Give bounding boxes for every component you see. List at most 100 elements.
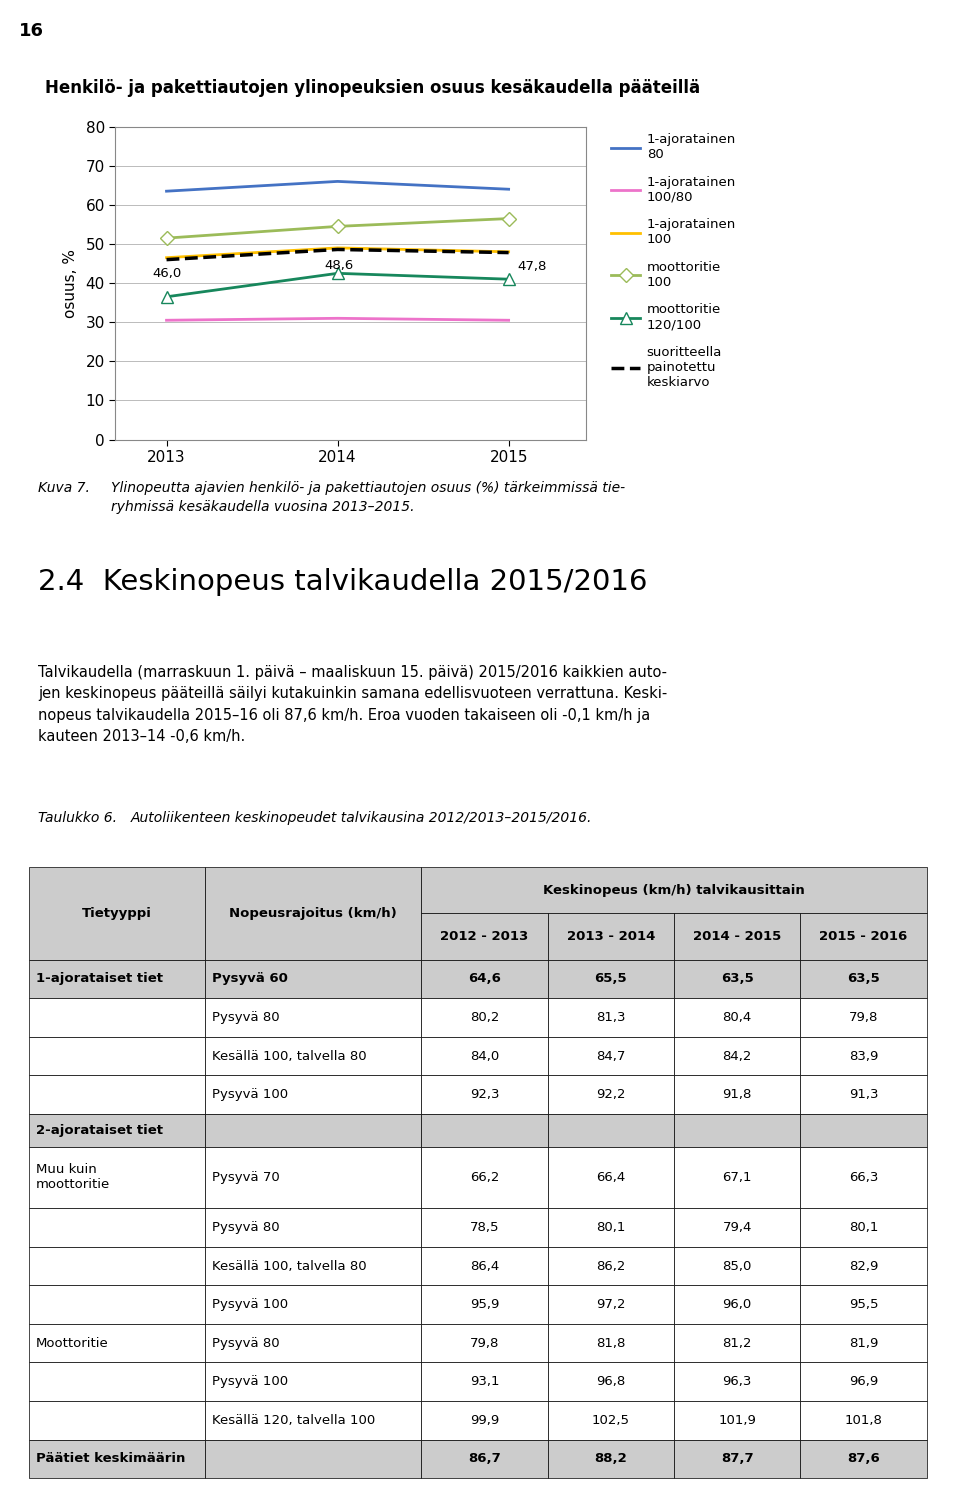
- Bar: [421, 867, 926, 913]
- Text: Kesällä 120, talvella 100: Kesällä 120, talvella 100: [212, 1414, 375, 1427]
- Bar: [801, 1115, 926, 1147]
- Text: 82,9: 82,9: [849, 1259, 878, 1272]
- Text: 96,3: 96,3: [723, 1375, 752, 1389]
- Text: 85,0: 85,0: [723, 1259, 752, 1272]
- Text: Pysyvä 80: Pysyvä 80: [212, 1012, 279, 1024]
- Bar: [204, 960, 421, 998]
- Bar: [674, 1076, 801, 1115]
- Text: 84,2: 84,2: [723, 1049, 752, 1062]
- Text: Pysyvä 100: Pysyvä 100: [212, 1375, 288, 1389]
- Text: 88,2: 88,2: [594, 1453, 627, 1465]
- Bar: [29, 1401, 204, 1439]
- Text: 96,0: 96,0: [723, 1298, 752, 1311]
- Bar: [674, 960, 801, 998]
- Bar: [674, 1115, 801, 1147]
- Bar: [29, 1147, 204, 1208]
- Bar: [801, 1325, 926, 1362]
- Bar: [421, 913, 547, 960]
- Text: 2.4  Keskinopeus talvikaudella 2015/2016: 2.4 Keskinopeus talvikaudella 2015/2016: [38, 568, 648, 596]
- Bar: [421, 1325, 547, 1362]
- Bar: [204, 1208, 421, 1247]
- Bar: [801, 1362, 926, 1401]
- Bar: [674, 913, 801, 960]
- Text: 64,6: 64,6: [468, 973, 501, 985]
- Text: Pysyvä 80: Pysyvä 80: [212, 1337, 279, 1350]
- Bar: [801, 1401, 926, 1439]
- Bar: [204, 1325, 421, 1362]
- Text: Moottoritie: Moottoritie: [36, 1337, 108, 1350]
- Bar: [674, 1147, 801, 1208]
- Bar: [801, 1286, 926, 1325]
- Bar: [204, 1362, 421, 1401]
- Bar: [547, 998, 674, 1037]
- Text: 97,2: 97,2: [596, 1298, 626, 1311]
- Text: 95,5: 95,5: [849, 1298, 878, 1311]
- Bar: [29, 1325, 204, 1362]
- Text: 2014 - 2015: 2014 - 2015: [693, 930, 781, 943]
- Text: 47,8: 47,8: [517, 261, 546, 273]
- Bar: [29, 1115, 204, 1147]
- Bar: [674, 1037, 801, 1076]
- Bar: [29, 867, 204, 960]
- Text: Pysyvä 80: Pysyvä 80: [212, 1220, 279, 1234]
- Text: 86,2: 86,2: [596, 1259, 626, 1272]
- Text: 83,9: 83,9: [849, 1049, 878, 1062]
- Bar: [801, 1247, 926, 1286]
- Bar: [547, 1247, 674, 1286]
- Text: 2015 - 2016: 2015 - 2016: [820, 930, 907, 943]
- Text: 99,9: 99,9: [469, 1414, 499, 1427]
- Bar: [547, 1401, 674, 1439]
- Bar: [421, 1439, 547, 1478]
- Bar: [801, 960, 926, 998]
- moottoritie
120/100: [332, 264, 344, 282]
- Bar: [674, 1362, 801, 1401]
- moottoritie
120/100: [503, 270, 515, 288]
- suoritteella
painotettu
keskiarvo: [160, 250, 172, 268]
- Text: Pysyvä 100: Pysyvä 100: [212, 1088, 288, 1101]
- Text: Pysyvä 100: Pysyvä 100: [212, 1298, 288, 1311]
- Bar: [204, 1401, 421, 1439]
- Text: Talvikaudella (marraskuun 1. päivä – maaliskuun 15. päivä) 2015/2016 kaikkien au: Talvikaudella (marraskuun 1. päivä – maa…: [38, 665, 667, 745]
- Bar: [547, 1325, 674, 1362]
- 1-ajoratainen
80: [503, 180, 515, 198]
- Bar: [674, 998, 801, 1037]
- Bar: [547, 1147, 674, 1208]
- Text: 96,9: 96,9: [849, 1375, 878, 1389]
- Bar: [547, 960, 674, 998]
- Text: 1-ajorataiset tiet: 1-ajorataiset tiet: [36, 973, 163, 985]
- Bar: [204, 1115, 421, 1147]
- Bar: [421, 1362, 547, 1401]
- 1-ajoratainen
100/80: [332, 310, 344, 328]
- Bar: [29, 1286, 204, 1325]
- Bar: [204, 998, 421, 1037]
- Text: 86,4: 86,4: [469, 1259, 499, 1272]
- Text: 102,5: 102,5: [592, 1414, 630, 1427]
- Text: 48,6: 48,6: [324, 259, 353, 273]
- Text: Ylinopeutta ajavien henkilö- ja pakettiautojen osuus (%) tärkeimmissä tie-
ryhmi: Ylinopeutta ajavien henkilö- ja pakettia…: [110, 481, 625, 514]
- Text: 78,5: 78,5: [469, 1220, 499, 1234]
- Text: 91,8: 91,8: [723, 1088, 752, 1101]
- suoritteella
painotettu
keskiarvo: [503, 244, 515, 262]
- Bar: [204, 1076, 421, 1115]
- Text: 93,1: 93,1: [469, 1375, 499, 1389]
- Text: 101,9: 101,9: [718, 1414, 756, 1427]
- Text: 80,1: 80,1: [849, 1220, 878, 1234]
- Bar: [674, 1286, 801, 1325]
- suoritteella
painotettu
keskiarvo: [332, 240, 344, 258]
- Legend: 1-ajoratainen
80, 1-ajoratainen
100/80, 1-ajoratainen
100, moottoritie
100, moot: 1-ajoratainen 80, 1-ajoratainen 100/80, …: [611, 133, 736, 389]
- moottoritie
100: [332, 218, 344, 235]
- Bar: [674, 1401, 801, 1439]
- Bar: [204, 1247, 421, 1286]
- Text: 63,5: 63,5: [721, 973, 754, 985]
- Bar: [674, 1208, 801, 1247]
- Text: 66,4: 66,4: [596, 1171, 626, 1185]
- Bar: [29, 1037, 204, 1076]
- Text: 87,7: 87,7: [721, 1453, 754, 1465]
- Bar: [29, 1362, 204, 1401]
- Text: 81,8: 81,8: [596, 1337, 626, 1350]
- Text: 84,7: 84,7: [596, 1049, 626, 1062]
- Text: 2-ajorataiset tiet: 2-ajorataiset tiet: [36, 1123, 163, 1137]
- Text: Nopeusrajoitus (km/h): Nopeusrajoitus (km/h): [229, 907, 396, 919]
- Bar: [204, 1037, 421, 1076]
- Text: Keskinopeus (km/h) talvikausittain: Keskinopeus (km/h) talvikausittain: [543, 884, 804, 897]
